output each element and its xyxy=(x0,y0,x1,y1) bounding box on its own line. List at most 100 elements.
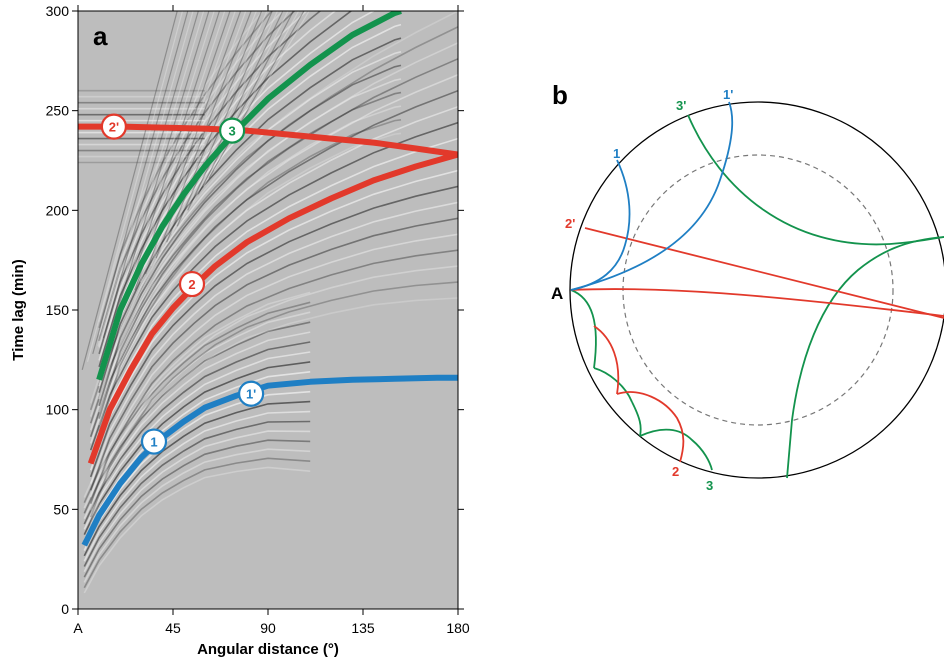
ray-path-2-prime xyxy=(570,288,944,317)
earth-surface-circle xyxy=(569,101,944,479)
fringe-line xyxy=(83,448,311,583)
fringe-line xyxy=(123,11,221,307)
y-axis: 0 50 100 150 200 250 300 xyxy=(46,3,464,617)
fringe-line xyxy=(83,311,311,509)
curve-badge: 3 xyxy=(219,117,246,144)
fringe-line xyxy=(89,121,458,451)
badge-label: 1' xyxy=(246,387,256,402)
fringe-line xyxy=(98,78,402,413)
ray-path-2-prime xyxy=(584,227,944,319)
ray-label: 1 xyxy=(613,146,620,161)
fringe-line xyxy=(92,11,189,355)
fringe-line xyxy=(98,11,337,361)
fringe-line xyxy=(81,11,178,370)
fringe-line xyxy=(203,11,300,187)
fringe-line xyxy=(89,249,458,504)
badge-label: 1 xyxy=(150,435,157,450)
fringe-line xyxy=(98,11,308,348)
panel-b-diagram: b A 1 1' 2 2' 3 3' xyxy=(551,80,944,493)
ray-path-1-prime xyxy=(570,101,734,291)
badge-circle xyxy=(238,380,265,407)
fringe-line xyxy=(98,11,264,322)
fringe-line xyxy=(89,297,458,525)
fringe-line xyxy=(98,64,402,406)
curve-badges: 1 1' 2 2' 3 xyxy=(100,113,265,455)
curve-badge: 2 xyxy=(178,270,206,298)
ray-path-1 xyxy=(570,159,631,291)
fringe-line xyxy=(98,132,402,439)
ray-path-3-prime xyxy=(786,236,944,479)
curve-badge: 1' xyxy=(238,380,265,407)
x-tick-label: 135 xyxy=(351,620,375,636)
curve-badge: 2' xyxy=(100,113,127,140)
fringe-line xyxy=(89,58,458,424)
y-axis-title: Time lag (min) xyxy=(10,259,27,360)
fringe-line xyxy=(89,185,458,478)
source-label: A xyxy=(551,284,563,303)
ray-label: 2' xyxy=(565,216,575,231)
fringe-line xyxy=(83,420,311,567)
fringe-line xyxy=(83,321,311,514)
ray-label: 1' xyxy=(723,87,733,102)
badge-label: 2' xyxy=(109,120,119,135)
fringe-line xyxy=(98,37,402,393)
fringe-line xyxy=(89,105,458,444)
fringe-line xyxy=(89,217,458,491)
panel-b-letter: b xyxy=(552,80,568,110)
series-line-1 xyxy=(81,374,458,547)
badge-circle xyxy=(140,428,168,455)
plot-background xyxy=(78,11,458,609)
ray-path-3 xyxy=(593,367,633,403)
fringe-line xyxy=(83,430,311,573)
fringe-line xyxy=(83,400,311,557)
fringe-line xyxy=(98,11,296,342)
fringe-line xyxy=(83,466,311,594)
panel-a-letter: a xyxy=(93,21,108,51)
ray-path-2 xyxy=(616,391,685,463)
fringe-line xyxy=(113,11,210,323)
curve-badge: 1 xyxy=(140,428,168,455)
fringe-line xyxy=(89,137,458,458)
ray-path-3 xyxy=(570,289,597,369)
x-axis-title: Angular distance (°) xyxy=(197,641,339,658)
fringe-line xyxy=(97,11,194,347)
ray-label: 3' xyxy=(676,98,686,113)
fringe-line xyxy=(98,23,402,387)
fringe-line xyxy=(98,51,402,400)
y-tick-label: 150 xyxy=(46,302,70,318)
panel-a-chart: 0 50 100 150 200 250 300 A 45 90 135 180 1 1' 2 2' 3 a… xyxy=(10,3,470,658)
ray-label: 2 xyxy=(672,464,679,479)
fringe-line xyxy=(83,361,311,535)
fringe-line xyxy=(118,11,215,315)
fringe-line xyxy=(108,11,205,331)
travel-time-curves xyxy=(78,11,458,547)
ray-label: 3 xyxy=(706,478,713,493)
x-tick-label: 45 xyxy=(165,620,181,636)
ray-path-3 xyxy=(631,401,642,437)
fringe-line xyxy=(89,233,458,498)
fringe-line xyxy=(98,119,402,432)
fringe-line xyxy=(187,11,284,211)
fringe-line xyxy=(86,11,184,362)
badge-circle xyxy=(219,117,246,144)
y-tick-label: 300 xyxy=(46,3,70,19)
fringe-line xyxy=(98,91,402,419)
ray-path-3-prime xyxy=(687,114,944,246)
fringe-line xyxy=(176,11,273,227)
ray-path-2 xyxy=(593,325,620,395)
fringe-line xyxy=(83,341,311,525)
fringe-line xyxy=(98,105,402,426)
fringe-line xyxy=(98,11,376,374)
series-line-2 xyxy=(87,151,458,465)
core-boundary-circle xyxy=(622,154,894,426)
badge-circle xyxy=(178,270,206,298)
fringe-line xyxy=(83,291,311,498)
fringe-line xyxy=(171,11,268,235)
y-tick-label: 0 xyxy=(61,601,69,617)
y-tick-label: 100 xyxy=(46,402,70,418)
x-axis: A 45 90 135 180 xyxy=(73,5,470,636)
x-tick-label: A xyxy=(73,620,83,636)
fringe-line xyxy=(83,439,311,578)
fringe-line xyxy=(83,410,311,562)
ray-path-3 xyxy=(639,428,713,471)
